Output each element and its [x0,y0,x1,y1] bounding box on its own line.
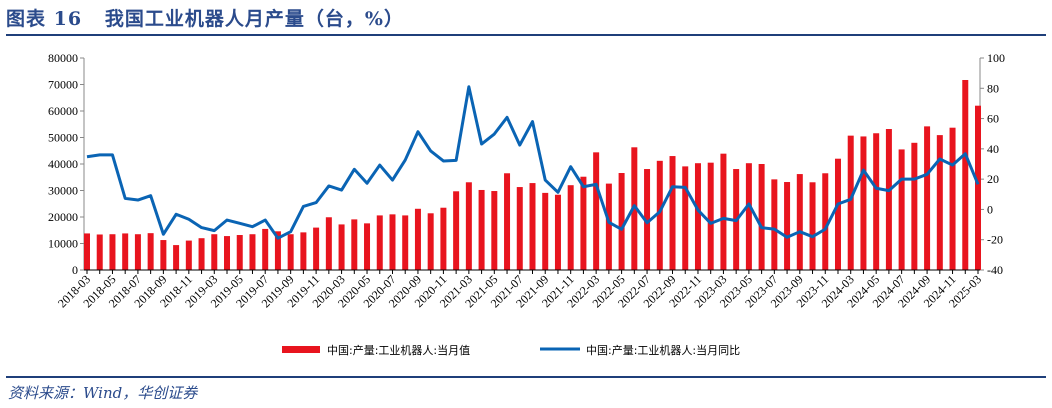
bar-2019-10 [300,232,307,270]
bar-2018-08 [147,233,154,270]
bar-2021-09 [542,192,549,270]
bar-2021-05 [491,191,498,270]
bar-2018-12 [198,238,205,270]
bar-2019-08 [274,231,281,270]
chart-title: 图表 16 我国工业机器人月产量（台，%） [6,8,404,30]
bar-2019-04 [224,236,231,270]
right-tick-label: 0 [987,202,993,216]
legend-bar-swatch [282,346,320,353]
bar-2023-06 [758,164,765,270]
bar-2021-10 [554,194,561,270]
bar-2020-08 [402,215,409,270]
bar-2020-04 [351,219,358,270]
left-tick-label: 40000 [48,157,78,171]
right-tick-label: 40 [987,142,999,156]
bar-2023-07 [771,179,778,270]
bar-2021-06 [504,173,511,270]
bar-2020-06 [376,215,383,270]
bar-2022-04 [605,183,612,270]
bar-2019-09 [287,234,294,270]
bar-2018-04 [96,234,103,270]
bar-2024-10 [936,135,943,270]
bar-2024-08 [911,142,918,270]
footer-divider [6,376,1046,378]
bar-2021-04 [478,189,485,270]
left-tick-label: 60000 [48,104,78,118]
bar-2023-03 [720,153,727,270]
right-tick-label: -40 [987,263,1003,277]
bar-2020-07 [389,214,396,270]
right-tick-label: -20 [987,233,1003,247]
bar-2022-10 [682,166,689,270]
bar-2022-11 [694,163,701,270]
bar-2023-11 [822,173,829,270]
bar-2021-12 [580,176,587,270]
bar-2019-05 [236,235,243,270]
right-tick-label: 60 [987,112,999,126]
bar-2019-06 [249,234,256,270]
bar-2023-08 [784,182,791,270]
bar-2022-12 [707,162,714,270]
bar-2024-11 [949,127,956,270]
bar-2018-10 [173,245,180,270]
bar-2021-03 [465,182,472,270]
left-tick-label: 30000 [48,184,78,198]
bar-2021-07 [516,187,523,270]
bar-2019-12 [325,217,332,270]
bar-2023-12 [834,158,841,270]
bar-2024-03 [847,135,854,270]
left-tick-label: 50000 [48,131,78,145]
bar-2022-08 [656,160,663,270]
bar-2020-12 [453,191,460,270]
bar-2018-07 [134,234,141,270]
bar-2023-09 [796,174,803,270]
bar-2024-07 [898,149,905,270]
bar-2024-06 [885,129,892,270]
bar-2025-03 [975,105,981,270]
right-tick-label: 20 [987,172,999,186]
left-tick-label: 20000 [48,210,78,224]
bar-2020-05 [364,223,371,270]
bar-2021-11 [567,185,574,270]
bar-2019-11 [313,227,320,270]
right-tick-label: 80 [987,81,999,95]
left-tick-label: 80000 [48,51,78,65]
bar-2021-08 [529,183,536,270]
bar-2020-09 [414,208,421,270]
bar-2022-07 [644,169,651,270]
bar-2024-09 [924,126,931,271]
bar-2018-11 [185,240,192,270]
bar-2018-06 [122,233,129,270]
left-tick-label: 10000 [48,237,78,251]
bar-2024-04 [860,136,867,270]
bar-2022-09 [669,156,676,270]
legend-bar-label: 中国:产量:工业机器人:当月值 [327,343,470,357]
bar-2019-03 [211,234,218,270]
bar-2023-10 [809,182,816,270]
bar-2018-09 [160,240,167,270]
bar-2019-07 [262,228,269,270]
bar-2024-05 [873,133,880,270]
bar-2018-03 [84,233,90,270]
legend-line-label: 中国:产量:工业机器人:当月同比 [586,343,740,357]
left-tick-label: 70000 [48,78,78,92]
bar-2024-12 [962,79,969,271]
bar-2022-03 [593,152,600,270]
left-tick-label: 0 [72,263,78,277]
bar-2022-05 [618,173,625,270]
bar-2020-11 [440,207,447,270]
bar-2018-05 [109,234,116,270]
bar-2020-10 [427,213,434,270]
source-note: 资料来源：Wind，华创证券 [8,384,198,402]
right-tick-label: 100 [987,51,1005,65]
bar-2023-05 [745,163,752,270]
bar-2020-03 [338,224,345,270]
title-divider [6,34,1046,36]
